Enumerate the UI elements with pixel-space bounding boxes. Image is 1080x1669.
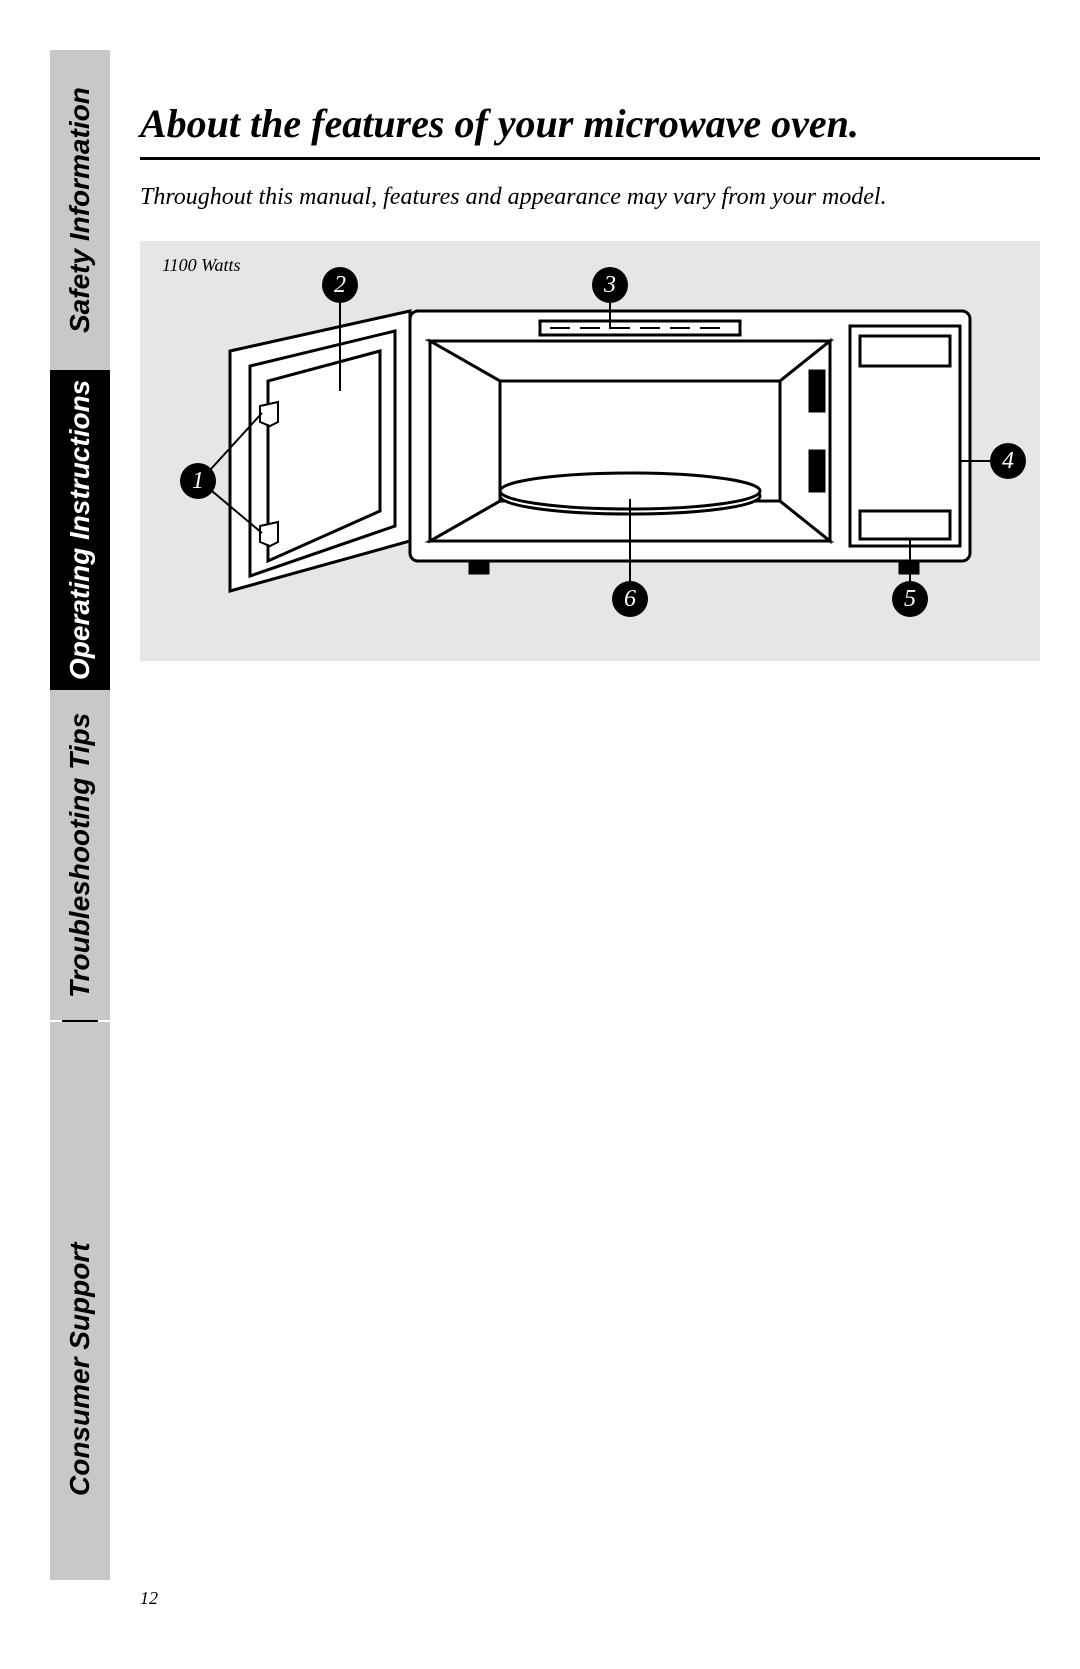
sidebar-tabs: Safety Information Operating Instruction… bbox=[50, 50, 110, 1580]
callout-1: 1 bbox=[180, 463, 216, 499]
page-subtitle: Throughout this manual, features and app… bbox=[140, 184, 1040, 211]
page-content: About the features of your microwave ove… bbox=[140, 100, 1040, 661]
tab-safety-information: Safety Information bbox=[50, 50, 110, 370]
page-number: 12 bbox=[140, 1588, 158, 1609]
callout-4: 4 bbox=[990, 443, 1026, 479]
tab-operating-instructions: Operating Instructions bbox=[50, 370, 110, 690]
page-title: About the features of your microwave ove… bbox=[140, 100, 1040, 160]
microwave-diagram: 1100 Watts bbox=[140, 241, 1040, 661]
tab-consumer-support: Consumer Support bbox=[50, 1022, 110, 1580]
callout-3: 3 bbox=[592, 267, 628, 303]
callout-6: 6 bbox=[612, 581, 648, 617]
tab-troubleshooting-tips: Troubleshooting Tips bbox=[50, 690, 110, 1020]
callout-5: 5 bbox=[892, 581, 928, 617]
callout-2: 2 bbox=[322, 267, 358, 303]
